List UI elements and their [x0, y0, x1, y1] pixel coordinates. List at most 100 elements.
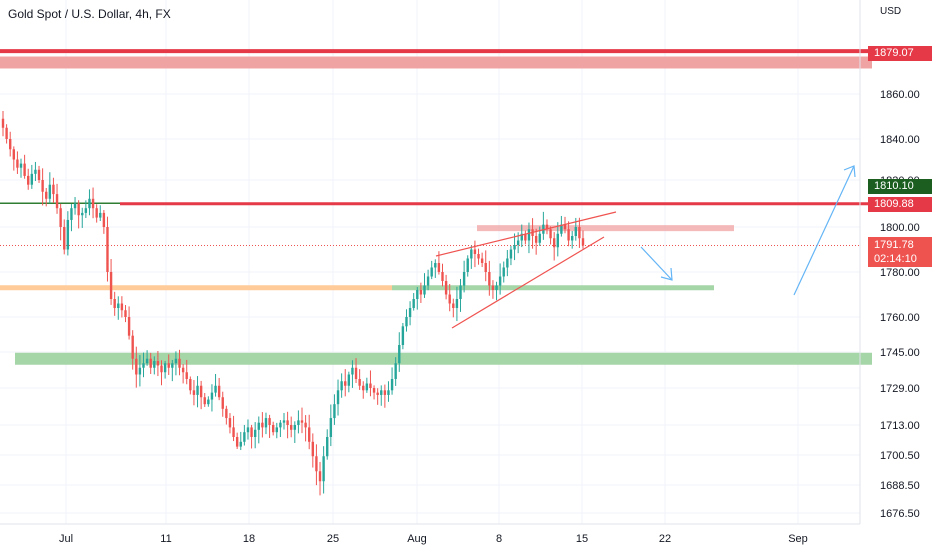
candle-body-16 — [59, 208, 62, 227]
candle-body-8 — [30, 173, 34, 185]
candle-body-110 — [398, 345, 401, 364]
candle-body-106 — [383, 390, 387, 395]
candle-body-44 — [160, 365, 163, 373]
candle-body-21 — [77, 203, 80, 216]
candle-body-79 — [286, 420, 289, 425]
price-axis[interactable]: 1860.001840.001820.001800.001780.001760.… — [880, 89, 920, 520]
candle-body-119 — [430, 267, 433, 277]
time-tick-18: 18 — [243, 533, 255, 545]
candle-body-66 — [239, 441, 242, 447]
candle-body-68 — [246, 427, 250, 433]
candle-body-76 — [275, 427, 278, 433]
trend-drawings — [435, 165, 856, 329]
candle-body-65 — [235, 437, 239, 447]
time-tick-11: 11 — [160, 533, 171, 545]
candle-body-135 — [488, 272, 491, 286]
candle-body-159 — [574, 227, 577, 236]
candle-body-49 — [178, 358, 181, 368]
candle-body-138 — [498, 276, 502, 286]
candle-body-143 — [516, 240, 520, 245]
candle-body-1 — [5, 127, 8, 139]
symbol-title: Gold Spot / U.S. Dollar, 4h, FX — [8, 7, 171, 21]
candle-body-19 — [70, 208, 73, 220]
candle-body-137 — [495, 285, 498, 290]
candle-body-3 — [12, 149, 16, 160]
candle-body-17 — [63, 227, 66, 250]
last-price-badge: 1791.78 02:14:10 — [868, 237, 932, 267]
candle-body-81 — [293, 425, 297, 430]
candle-body-31 — [113, 299, 116, 308]
down-arrow-head — [660, 267, 673, 281]
candle-body-63 — [228, 418, 232, 428]
horizontal-zones — [0, 49, 872, 365]
support-zone-1742 — [15, 352, 872, 365]
time-tick-Aug: Aug — [407, 533, 427, 545]
candle-body-71 — [257, 422, 260, 430]
candle-body-9 — [34, 169, 37, 174]
price-badge-1879: 1879.07 — [868, 46, 932, 61]
candle-body-48 — [174, 358, 178, 364]
candle-body-93 — [336, 390, 340, 405]
candle-body-100 — [362, 385, 365, 391]
time-axis[interactable]: Jul 11 18 25 Aug 8 15 22 Sep — [59, 533, 808, 545]
candle-body-155 — [560, 224, 563, 234]
candle-body-160 — [578, 227, 581, 239]
candle-body-13 — [48, 184, 52, 199]
candle-body-116 — [419, 290, 423, 295]
grid-lines — [0, 0, 860, 524]
candle-body-114 — [412, 299, 415, 308]
up-arrow-line — [793, 165, 855, 296]
candle-body-60 — [217, 385, 221, 398]
candle-body-141 — [509, 249, 513, 259]
candle-body-0 — [1, 118, 5, 128]
price-tick-1688.50: 1688.50 — [880, 480, 920, 492]
price-tick-1713.00: 1713.00 — [880, 420, 920, 432]
candle-body-45 — [163, 363, 167, 373]
candle-body-72 — [261, 422, 264, 428]
candle-body-32 — [117, 303, 120, 308]
candle-body-2 — [9, 139, 12, 150]
up-arrow-head — [843, 165, 856, 178]
bar-countdown: 02:14:10 — [874, 253, 917, 265]
currency-label: USD — [880, 6, 902, 17]
wedge-upper-line — [435, 211, 617, 257]
candle-body-108 — [390, 379, 394, 391]
candle-body-92 — [333, 404, 336, 419]
chart-title: Gold Spot / U.S. Dollar, 4h, FX — [8, 7, 171, 21]
candle-body-118 — [426, 276, 430, 286]
candle-body-87 — [315, 456, 318, 472]
candle-body-42 — [153, 361, 156, 368]
candle-body-20 — [73, 203, 77, 209]
candle-body-153 — [552, 238, 556, 248]
candle-body-140 — [506, 258, 509, 268]
price-tick-1860.00: 1860.00 — [880, 89, 920, 101]
time-tick-25: 25 — [327, 533, 339, 545]
candle-body-35 — [127, 317, 131, 336]
candle-body-134 — [484, 263, 487, 272]
resistance-zone-1874 — [0, 56, 872, 69]
candle-body-47 — [171, 363, 174, 368]
candle-body-123 — [444, 281, 448, 295]
price-tick-1780.00: 1780.00 — [880, 267, 920, 279]
support-zone-orange — [0, 285, 392, 291]
candle-body-39 — [142, 363, 145, 368]
candle-body-117 — [423, 285, 426, 295]
price-tick-1800.00: 1800.00 — [880, 222, 920, 234]
candle-body-75 — [271, 425, 275, 433]
time-tick-8: 8 — [496, 533, 502, 545]
candle-body-94 — [340, 381, 343, 391]
candle-body-10 — [37, 169, 41, 180]
candle-body-61 — [221, 397, 224, 409]
candle-body-89 — [322, 456, 325, 482]
candle-body-146 — [527, 229, 531, 241]
candle-body-126 — [455, 299, 459, 308]
candle-body-55 — [199, 385, 203, 398]
candle-body-56 — [203, 397, 206, 405]
candle-body-115 — [416, 290, 419, 299]
candle-body-128 — [462, 272, 466, 286]
support-zone-green-1773 — [392, 285, 714, 291]
price-tick-1676.50: 1676.50 — [880, 508, 920, 520]
candle-body-30 — [109, 272, 113, 299]
candle-body-6 — [23, 163, 26, 176]
